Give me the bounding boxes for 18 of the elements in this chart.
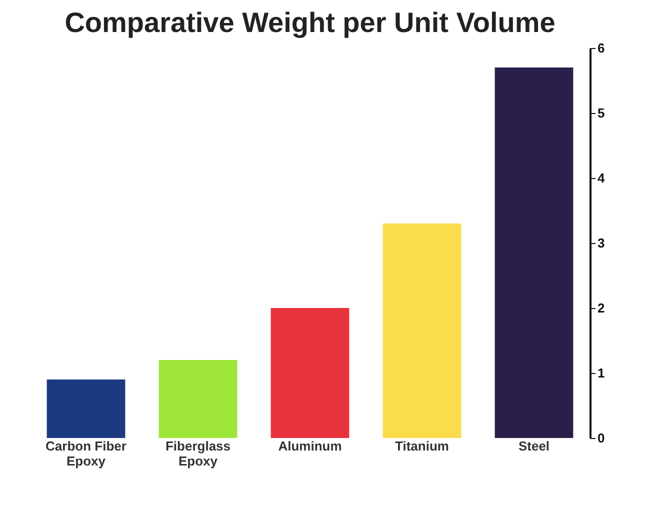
bar bbox=[494, 68, 574, 438]
x-tick-label: Fiberglass Epoxy bbox=[165, 438, 231, 468]
x-tick-label: Steel bbox=[518, 438, 550, 454]
y-tick-label: 0 bbox=[598, 430, 605, 446]
x-tick-label: Aluminum bbox=[278, 438, 342, 454]
bar bbox=[270, 308, 350, 438]
x-tick-label: Carbon Fiber Epoxy bbox=[46, 438, 126, 468]
y-tick-label: 4 bbox=[598, 170, 606, 186]
y-tick-label: 6 bbox=[598, 40, 605, 56]
x-tick-label: Titanium bbox=[395, 438, 449, 454]
y-tick-label: 3 bbox=[598, 236, 605, 250]
bar bbox=[46, 380, 126, 438]
y-tick-label: 2 bbox=[598, 300, 605, 316]
bar bbox=[382, 224, 462, 438]
chart-title: Comparative Weight per Unit Volume bbox=[64, 7, 556, 38]
y-tick-label: 1 bbox=[598, 366, 605, 380]
y-tick-label: 5 bbox=[598, 106, 605, 120]
bar bbox=[158, 360, 238, 438]
